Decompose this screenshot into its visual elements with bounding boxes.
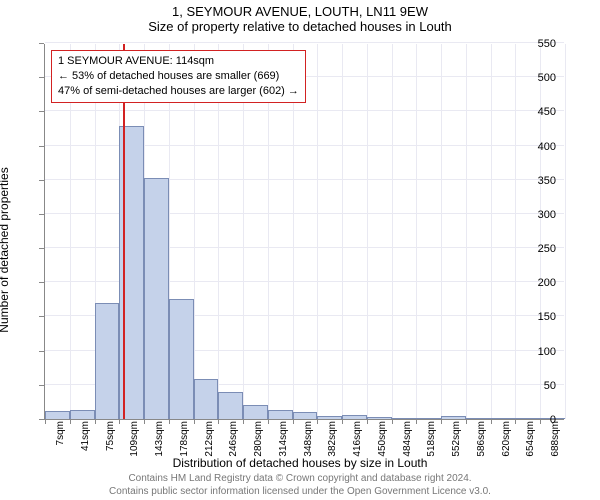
- gridline-v: [540, 44, 541, 419]
- callout-line: 1 SEYMOUR AVENUE: 114sqm: [58, 54, 299, 69]
- x-tick-label: 552sqm: [445, 419, 462, 457]
- y-tick-label: 200: [526, 277, 556, 289]
- y-tick-label: 500: [526, 72, 556, 84]
- gridline-h: [45, 42, 564, 43]
- histogram-bar: [70, 410, 95, 419]
- callout-box: 1 SEYMOUR AVENUE: 114sqm← 53% of detache…: [51, 50, 306, 103]
- footer-line-1: Contains HM Land Registry data © Crown c…: [0, 472, 600, 485]
- x-tick-label: 246sqm: [222, 419, 239, 457]
- x-tick-label: 416sqm: [346, 419, 363, 457]
- x-tick-label: 620sqm: [495, 419, 512, 457]
- gridline-v: [317, 44, 318, 419]
- gridline-v: [565, 44, 566, 419]
- x-tick-label: 280sqm: [247, 419, 264, 457]
- y-tick-label: 150: [526, 311, 556, 323]
- histogram-bar: [293, 412, 318, 419]
- gridline-v: [392, 44, 393, 419]
- x-tick-label: 7sqm: [49, 419, 66, 445]
- footer-line-2: Contains public sector information licen…: [0, 485, 600, 498]
- y-tick-label: 450: [526, 106, 556, 118]
- plot-area: 7sqm41sqm75sqm109sqm143sqm178sqm212sqm24…: [44, 44, 564, 420]
- gridline-v: [491, 44, 492, 419]
- y-tick-label: 300: [526, 209, 556, 221]
- histogram-bar: [45, 411, 70, 419]
- x-tick-label: 75sqm: [99, 419, 116, 451]
- gridline-v: [466, 44, 467, 419]
- page-subtitle: Size of property relative to detached ho…: [0, 19, 600, 40]
- x-tick-label: 382sqm: [321, 419, 338, 457]
- x-tick-label: 348sqm: [297, 419, 314, 457]
- histogram-bar: [268, 410, 293, 419]
- x-axis-label: Distribution of detached houses by size …: [0, 456, 600, 470]
- histogram-bar: [243, 405, 268, 419]
- x-tick-label: 212sqm: [198, 419, 215, 457]
- x-tick-label: 518sqm: [420, 419, 437, 457]
- x-tick-label: 450sqm: [371, 419, 388, 457]
- histogram-bar: [169, 299, 194, 419]
- histogram-chart: 7sqm41sqm75sqm109sqm143sqm178sqm212sqm24…: [44, 44, 564, 420]
- histogram-bar: [95, 303, 120, 419]
- y-tick-label: 550: [526, 38, 556, 50]
- x-tick-label: 41sqm: [74, 419, 91, 451]
- x-tick-label: 586sqm: [470, 419, 487, 457]
- x-tick-label: 143sqm: [148, 419, 165, 457]
- gridline-v: [367, 44, 368, 419]
- gridline-v: [342, 44, 343, 419]
- y-tick-label: 0: [526, 414, 556, 426]
- histogram-bar: [144, 178, 169, 419]
- histogram-bar: [194, 379, 219, 419]
- page-title: 1, SEYMOUR AVENUE, LOUTH, LN11 9EW: [0, 0, 600, 19]
- y-tick-label: 50: [526, 380, 556, 392]
- x-tick-label: 109sqm: [123, 419, 140, 457]
- callout-line: ← 53% of detached houses are smaller (66…: [58, 69, 299, 84]
- callout-line: 47% of semi-detached houses are larger (…: [58, 84, 299, 99]
- y-tick-label: 250: [526, 243, 556, 255]
- x-tick-label: 178sqm: [173, 419, 190, 457]
- gridline-v: [441, 44, 442, 419]
- x-tick-label: 314sqm: [272, 419, 289, 457]
- y-axis-label: Number of detached properties: [0, 85, 11, 250]
- y-tick-label: 100: [526, 346, 556, 358]
- histogram-bar: [218, 392, 243, 419]
- gridline-v: [416, 44, 417, 419]
- x-tick-label: 484sqm: [396, 419, 413, 457]
- footer-attribution: Contains HM Land Registry data © Crown c…: [0, 472, 600, 498]
- y-tick-label: 400: [526, 141, 556, 153]
- gridline-v: [515, 44, 516, 419]
- y-tick-label: 350: [526, 175, 556, 187]
